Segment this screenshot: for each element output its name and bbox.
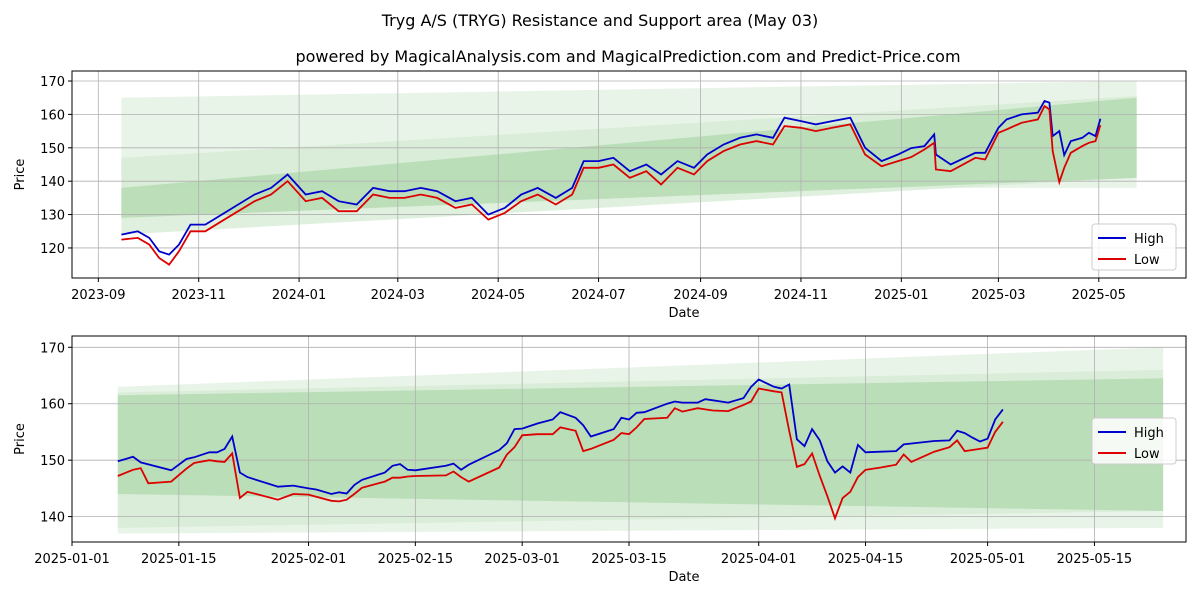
x-tick-label: 2025-01-01	[34, 552, 110, 567]
x-tick-label: 2025-05-01	[950, 552, 1026, 567]
y-tick-label: 120	[40, 242, 65, 257]
y-tick-label: 140	[40, 511, 65, 526]
legend-label-low: Low	[1134, 253, 1160, 268]
x-tick-label: 2025-05-15	[1057, 552, 1133, 567]
y-tick-label: 130	[40, 209, 65, 224]
series-line-low	[117, 387, 1004, 521]
x-tick-label: 2025-04-01	[721, 552, 797, 567]
y-tick-label: 160	[40, 398, 65, 413]
x-tick-label: 2023-11	[172, 288, 226, 303]
x-tick-label: 2023-09	[71, 288, 125, 303]
legend-label-high: High	[1134, 426, 1164, 441]
x-tick-label: 2025-05	[1072, 288, 1126, 303]
plot-frame	[71, 70, 1187, 279]
x-tick-label: 2025-03	[971, 288, 1025, 303]
legend: High Low	[1091, 223, 1177, 271]
resistance-support-band-3	[117, 378, 1164, 511]
series-line-high	[117, 378, 1004, 495]
y-tick-label: 140	[40, 175, 65, 190]
y-axis-label: Price	[13, 423, 28, 455]
x-tick-label: 2024-05	[471, 288, 525, 303]
x-tick-label: 2024-11	[774, 288, 828, 303]
series-line-high	[121, 99, 1102, 256]
x-tick-label: 2024-03	[371, 288, 425, 303]
figure-subtitle: powered by MagicalAnalysis.com and Magic…	[295, 47, 960, 66]
y-tick-label: 150	[40, 454, 65, 469]
x-tick-label: 2025-03-01	[484, 552, 560, 567]
legend-label-low: Low	[1134, 447, 1160, 462]
legend-label-high: High	[1134, 232, 1164, 247]
series-line-low	[121, 104, 1102, 266]
x-tick-label: 2024-01	[272, 288, 326, 303]
y-tick-label: 150	[40, 142, 65, 157]
y-tick-label: 170	[40, 75, 65, 90]
y-tick-label: 170	[40, 341, 65, 356]
plot-area	[72, 336, 1186, 542]
y-tick-label: 160	[40, 108, 65, 123]
x-tick-label: 2025-01-15	[141, 552, 217, 567]
x-tick-label: 2025-03-15	[591, 552, 667, 567]
x-axis-label: Date	[668, 570, 699, 585]
figure-title: Tryg A/S (TRYG) Resistance and Support a…	[381, 11, 819, 30]
x-tick-label: 2025-02-15	[378, 552, 454, 567]
legend: High Low	[1091, 417, 1177, 465]
x-axis-label: Date	[668, 306, 699, 321]
x-tick-label: 2024-09	[673, 288, 727, 303]
plot-area	[72, 71, 1186, 278]
y-axis-label: Price	[13, 159, 28, 191]
x-tick-label: 2025-01	[874, 288, 928, 303]
chart-panel-bottom: 140 150 160 170 2025-01-01 2025-01-15 2025-02-…	[13, 335, 1187, 585]
x-tick-label: 2024-07	[571, 288, 625, 303]
chart-panel-top: 120 130 140 150 160 170 2023-09 2023-11 2024-01 2…	[13, 70, 1187, 321]
x-tick-label: 2025-02-01	[271, 552, 347, 567]
x-tick-label: 2025-04-15	[828, 552, 904, 567]
